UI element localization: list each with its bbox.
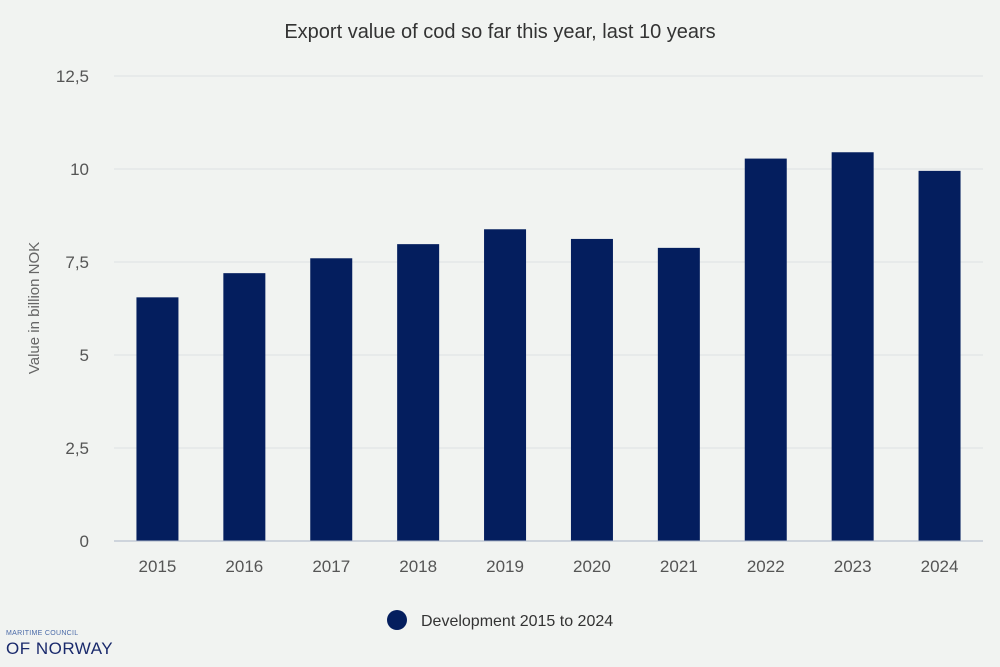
bar-2024[interactable] (918, 170, 961, 542)
bars (136, 152, 961, 542)
x-tick-label: 2018 (399, 557, 437, 576)
bar-2023[interactable] (831, 152, 874, 541)
maritime-council-logo: MARITIME COUNCIL OF NORWAY (6, 630, 113, 657)
y-tick-label: 5 (80, 346, 89, 365)
chart-title: Export value of cod so far this year, la… (284, 21, 715, 43)
x-tick-label: 2017 (312, 557, 350, 576)
x-tick-label: 2019 (486, 557, 524, 576)
x-tick-label: 2015 (139, 557, 177, 576)
logo-line-1: MARITIME COUNCIL (6, 630, 79, 637)
bar-2019[interactable] (484, 229, 527, 542)
y-tick-label: 12,5 (56, 67, 89, 86)
x-tick-label: 2022 (747, 557, 785, 576)
y-axis-label: Value in billion NOK (26, 242, 43, 374)
bar-2020[interactable] (570, 238, 613, 541)
x-tick-label: 2016 (225, 557, 263, 576)
y-tick-label: 10 (70, 160, 89, 179)
bar-2017[interactable] (310, 258, 353, 541)
x-tick-label: 2024 (921, 557, 959, 576)
x-tick-label: 2023 (834, 557, 872, 576)
legend-marker (387, 610, 407, 630)
x-tick-label: 2021 (660, 557, 698, 576)
legend-label: Development 2015 to 2024 (421, 613, 613, 630)
bar-2016[interactable] (223, 273, 266, 541)
y-tick-label: 2,5 (65, 439, 89, 458)
x-axis-ticks: 2015 2016 2017 2018 2019 2020 2021 2022 2023 2024 (139, 557, 959, 576)
bar-2018[interactable] (397, 244, 440, 542)
y-tick-label: 0 (80, 532, 89, 551)
x-tick-label: 2020 (573, 557, 611, 576)
logo-line-2: OF NORWAY (6, 639, 114, 658)
legend[interactable]: Development 2015 to 2024 (387, 610, 613, 630)
y-axis-ticks: 0 2,5 5 7,5 10 12,5 (56, 67, 89, 551)
y-tick-label: 7,5 (65, 253, 89, 272)
bar-2015[interactable] (136, 297, 179, 541)
bar-2022[interactable] (744, 158, 787, 542)
bar-2021[interactable] (657, 247, 700, 541)
